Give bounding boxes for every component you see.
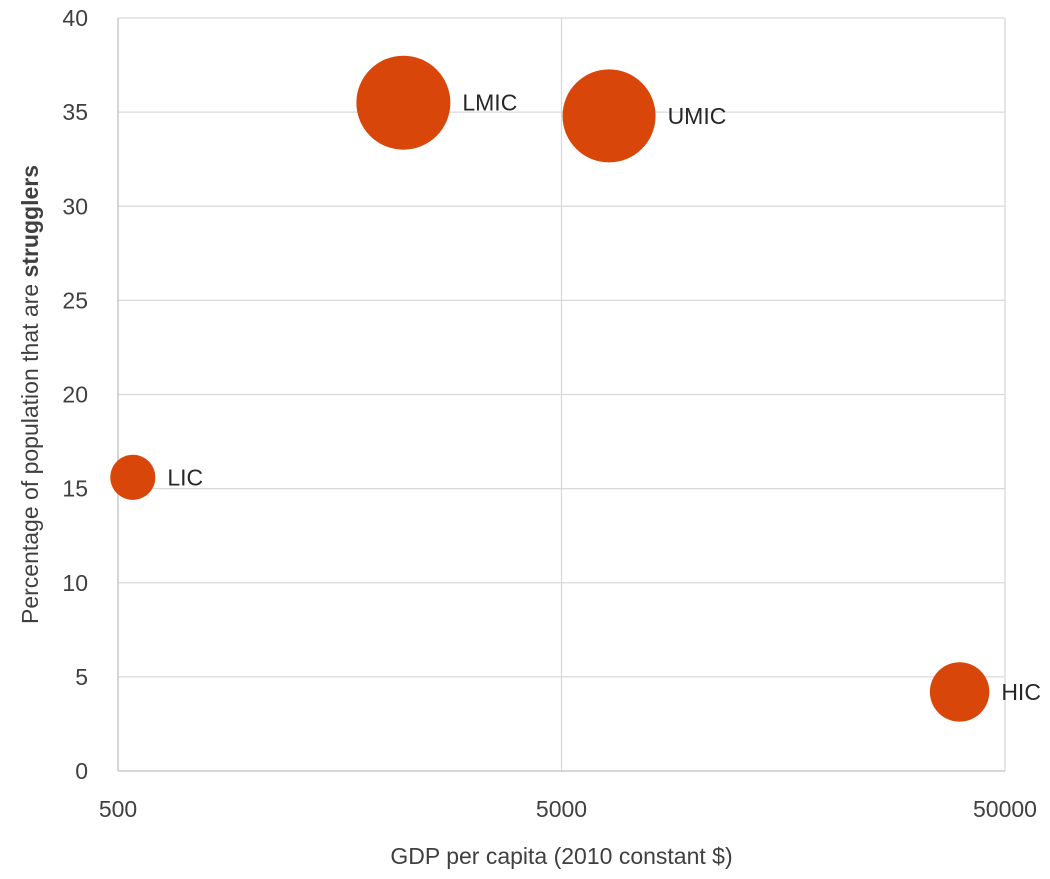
- x-tick-label: 5000: [536, 796, 587, 822]
- y-tick-label: 10: [62, 570, 88, 596]
- bubble-labels: LIC LMIC UMIC HIC: [167, 90, 1041, 705]
- bubble-lic: [110, 454, 156, 500]
- bubble-label-lmic: LMIC: [462, 90, 517, 116]
- bubble-umic: [562, 69, 656, 163]
- y-tick-label: 25: [62, 287, 88, 313]
- y-tick-label: 20: [62, 382, 88, 408]
- bubble-label-lic: LIC: [167, 464, 203, 490]
- y-axis-title: Percentage of population that are strugg…: [17, 165, 43, 624]
- bubbles: [110, 55, 990, 722]
- x-tick-label: 500: [99, 796, 137, 822]
- y-tick-label: 5: [75, 664, 88, 690]
- y-axis-title-prefix: Percentage of population that are: [17, 277, 43, 624]
- x-axis-title: GDP per capita (2010 constant $): [390, 843, 732, 869]
- bubble-lmic: [356, 55, 451, 150]
- y-tick-label: 15: [62, 476, 88, 502]
- y-tick-label: 40: [62, 5, 88, 31]
- bubble-hic: [929, 662, 990, 722]
- gridlines: [118, 17, 1006, 771]
- y-axis-title-bold: strugglers: [17, 165, 43, 277]
- y-tick-label: 30: [62, 193, 88, 219]
- y-tick-label: 0: [75, 758, 88, 784]
- axes: [117, 18, 1005, 772]
- tick-labels: 0 5 10 15 20 25 30 35 40 500 5000 50000: [62, 5, 1037, 822]
- y-tick-label: 35: [62, 99, 88, 125]
- x-tick-label: 50000: [973, 796, 1037, 822]
- bubble-label-umic: UMIC: [668, 103, 727, 129]
- bubble-label-hic: HIC: [1001, 679, 1041, 705]
